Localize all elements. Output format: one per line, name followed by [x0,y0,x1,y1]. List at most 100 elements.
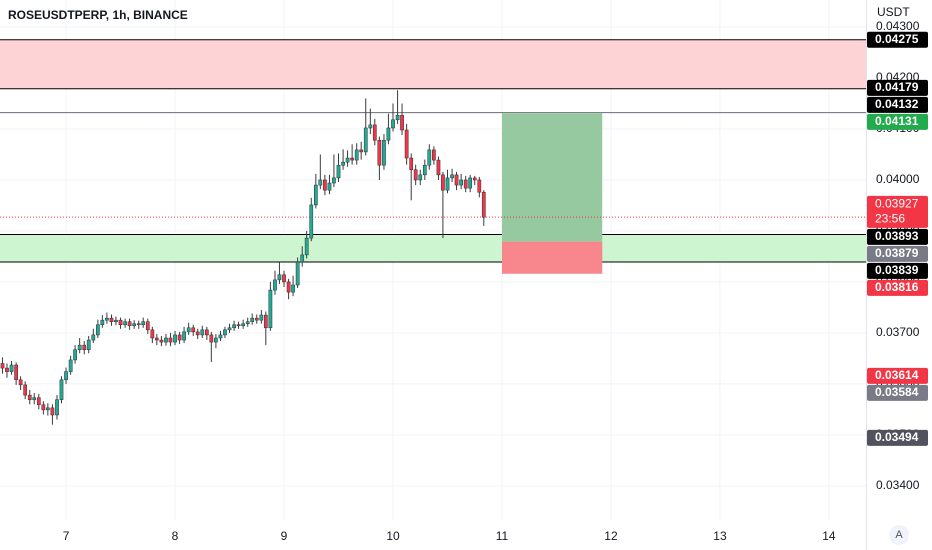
x-tick-label: 8 [172,529,179,543]
candle-body [377,139,382,166]
y-tick-label: 0.03400 [876,478,920,492]
candle-body [123,321,127,325]
candle-body [304,237,309,256]
candle-body [55,399,59,416]
candle-body [200,329,205,336]
candle-body [41,404,46,411]
price-label: 0.04131 [875,114,919,128]
candle-body [354,149,359,161]
candle-body [481,191,486,218]
candle-body [282,274,286,283]
price-label-box [867,31,928,48]
candle-body [100,319,105,325]
candle-body [422,164,427,176]
candle-body [291,284,295,293]
zone [0,234,866,263]
candle-body [173,334,177,343]
x-tick-label: 13 [713,529,727,543]
candle-body [477,179,482,193]
price-label-box [867,429,928,446]
price-label-box [867,228,928,245]
candle-body [368,124,373,129]
candle-body [154,337,159,341]
candle-body [336,164,341,179]
candle-body [5,367,9,372]
price-label-box [867,262,928,279]
candle-body [386,127,391,141]
candle-body [9,364,14,372]
candle-body [427,149,432,166]
candle-body [259,314,264,321]
price-label-box [867,79,928,96]
price-label-box [867,384,928,401]
y-tick-label: 0.04000 [876,172,920,186]
price-label-box [867,367,928,384]
candle-body [141,321,146,325]
candle-body [413,169,418,181]
candle-body [463,179,468,189]
candle-body [359,149,364,153]
x-tick-label: 7 [63,529,70,543]
candle-body [327,182,332,191]
candle-body [27,394,32,400]
x-tick-label: 11 [496,529,509,543]
candle-body [182,331,186,341]
candle-body [50,407,55,416]
candle-body [395,114,400,121]
candle-body [73,349,77,361]
candle-body [59,379,64,400]
candle-body [459,179,463,186]
candle-body [86,339,91,350]
candle-body [91,334,96,341]
plot-area [0,0,866,520]
candle-body [105,317,109,321]
price-label: 0.04179 [875,80,919,94]
candle-body [45,407,50,411]
candle-body [191,327,196,333]
loss-area [501,241,603,274]
candle-body [64,371,68,381]
candle-body [132,323,137,327]
candle-body [96,324,100,336]
candle-body [409,157,414,171]
candle-body [164,337,168,343]
candle-body [14,364,18,381]
price-label: 0.03839 [875,263,919,277]
price-label: 0.03927 [875,196,919,210]
candle-body [277,274,282,281]
candle-body [218,334,223,339]
price-label-box [867,195,928,228]
candle-body [450,174,454,179]
autoscale-button[interactable] [889,525,909,545]
candle-body [436,159,441,176]
candle-body [177,334,182,341]
candle-body [195,331,200,336]
candle-body [114,319,118,322]
price-label-box [867,245,928,262]
price-label: 0.04275 [875,32,919,46]
candle-body [445,177,450,191]
candle-body [468,177,473,189]
candle-body [254,317,259,321]
price-label-box [867,96,928,113]
x-tick-label: 14 [822,529,836,543]
candle-body [150,329,155,339]
candle-body [332,177,336,184]
price-label: 0.03816 [875,280,919,294]
autoscale-label[interactable]: A [895,529,903,541]
countdown: 23:56 [875,211,905,225]
candle-body [404,129,409,159]
candle-body [168,337,173,343]
candle-body [268,289,273,329]
candle-body [295,261,300,286]
candle-body [345,157,350,163]
candle-body [136,323,141,325]
candle-body [232,324,236,329]
candle-body [372,124,377,141]
candle-body [205,329,209,336]
x-tick-label: 10 [386,529,400,543]
candle-body [109,317,114,322]
candle-body [223,329,227,336]
